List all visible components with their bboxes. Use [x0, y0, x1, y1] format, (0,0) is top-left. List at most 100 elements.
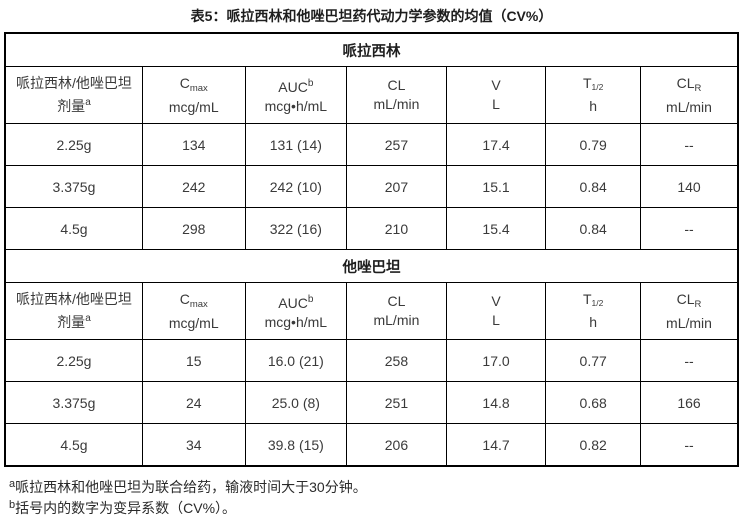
dose-cell: 2.25g: [4, 123, 143, 166]
col-header-dose-line2: 剂量: [57, 98, 86, 114]
v-cell: 14.8: [445, 381, 547, 424]
col-header-clr-symbol: CL: [676, 74, 695, 91]
col-header-clr-unit: mL/min: [666, 314, 712, 331]
v-cell: 17.0: [445, 339, 547, 382]
clr-cell: --: [639, 123, 739, 166]
cmax-cell: 242: [141, 165, 246, 208]
auc-cell: 39.8 (15): [244, 423, 348, 467]
col-header-cl-unit: mL/min: [373, 312, 420, 328]
table-row: 3.375g 24 25.0 (8) 251 14.8 0.68 166: [4, 381, 739, 424]
col-header-dose: 哌拉西林/他唑巴坦 剂量a: [4, 282, 143, 340]
footnote-ref-a: a: [85, 97, 91, 108]
clr-cell: --: [639, 339, 739, 382]
table-row: 4.5g 34 39.8 (15) 206 14.7 0.82 --: [4, 423, 739, 467]
pk-parameters-table: 哌拉西林 哌拉西林/他唑巴坦 剂量a Cmax mcg/mL AUCb mcg•…: [4, 32, 739, 467]
auc-cell: 131 (14): [244, 123, 348, 166]
col-header-v-symbol: V: [491, 293, 501, 309]
col-header-cl-symbol: CL: [387, 77, 406, 93]
dose-cell: 3.375g: [4, 381, 143, 424]
col-header-cl-symbol: CL: [387, 293, 406, 309]
col-header-clr-subscript: R: [694, 82, 702, 94]
cmax-cell: 34: [141, 423, 246, 467]
col-header-cmax-symbol: C: [179, 74, 190, 91]
col-header-cl: CL mL/min: [346, 282, 447, 340]
cmax-cell: 24: [141, 381, 246, 424]
table-row: 哌拉西林/他唑巴坦 剂量a Cmax mcg/mL AUCb mcg•h/mL …: [4, 66, 739, 124]
clr-cell: --: [639, 207, 739, 250]
col-header-t-half-symbol: T: [582, 75, 592, 91]
cmax-cell: 134: [141, 123, 246, 166]
col-header-t-half-unit: h: [589, 98, 598, 114]
footnote-b-text: 括号内的数字为变异系数（CV%）。: [15, 500, 237, 516]
col-header-clr-subscript: R: [694, 298, 702, 310]
dose-cell: 4.5g: [4, 207, 143, 250]
table-row: 4.5g 298 322 (16) 210 15.4 0.84 --: [4, 207, 739, 250]
auc-cell: 242 (10): [244, 165, 348, 208]
footnote-a-text: 哌拉西林和他唑巴坦为联合给药，输液时间大于30分钟。: [15, 479, 367, 495]
col-header-t-half: T1/2 h: [545, 66, 641, 124]
col-header-v: V L: [445, 66, 547, 124]
col-header-t-half: T1/2 h: [545, 282, 641, 340]
footnote-a-marker: a: [9, 478, 16, 490]
footnote-b: b括号内的数字为变异系数（CV%）。: [9, 496, 737, 517]
col-header-dose-line2: 剂量: [57, 314, 86, 330]
footnote-ref-b: b: [307, 78, 314, 89]
col-header-cl: CL mL/min: [346, 66, 447, 124]
col-header-dose-line1: 哌拉西林/他唑巴坦: [16, 291, 132, 307]
table-row: 他唑巴坦: [4, 249, 739, 283]
clr-cell: --: [639, 423, 739, 467]
table-row: 哌拉西林/他唑巴坦 剂量a Cmax mcg/mL AUCb mcg•h/mL …: [4, 282, 739, 340]
section-header-tazobactam: 他唑巴坦: [4, 249, 739, 283]
v-cell: 14.7: [445, 423, 547, 467]
cl-cell: 257: [346, 123, 447, 166]
cmax-cell: 15: [141, 339, 246, 382]
t-half-cell: 0.82: [545, 423, 641, 467]
col-header-cmax: Cmax mcg/mL: [141, 66, 246, 124]
col-header-v-unit: L: [492, 312, 500, 328]
col-header-auc-symbol: AUC: [278, 79, 308, 95]
col-header-auc: AUCb mcg•h/mL: [244, 282, 348, 340]
dose-cell: 4.5g: [4, 423, 143, 467]
table-row: 哌拉西林: [4, 32, 739, 67]
col-header-clr-symbol: CL: [676, 290, 695, 307]
footnotes: a哌拉西林和他唑巴坦为联合给药，输液时间大于30分钟。 b括号内的数字为变异系数…: [4, 467, 739, 517]
v-cell: 15.1: [445, 165, 547, 208]
t-half-cell: 0.84: [545, 207, 641, 250]
col-header-cmax-subscript: max: [189, 82, 208, 94]
footnote-a: a哌拉西林和他唑巴坦为联合给药，输液时间大于30分钟。: [9, 475, 737, 496]
col-header-cmax-unit: mcg/mL: [168, 314, 219, 331]
auc-cell: 25.0 (8): [244, 381, 348, 424]
cl-cell: 207: [346, 165, 447, 208]
col-header-dose: 哌拉西林/他唑巴坦 剂量a: [4, 66, 143, 124]
col-header-cmax: Cmax mcg/mL: [141, 282, 246, 340]
col-header-t-half-symbol: T: [582, 291, 592, 307]
auc-cell: 322 (16): [244, 207, 348, 250]
table-title: 表5：哌拉西林和他唑巴坦药代动力学参数的均值（CV%）: [190, 8, 553, 24]
col-header-clr: CLR mL/min: [639, 282, 739, 340]
col-header-v-symbol: V: [491, 77, 501, 93]
footnote-ref-a: a: [85, 313, 91, 324]
col-header-auc-symbol: AUC: [278, 295, 308, 311]
col-header-auc: AUCb mcg•h/mL: [244, 66, 348, 124]
t-half-cell: 0.68: [545, 381, 641, 424]
col-header-cmax-subscript: max: [189, 298, 208, 310]
footnote-ref-b: b: [307, 294, 314, 305]
table-row: 2.25g 15 16.0 (21) 258 17.0 0.77 --: [4, 339, 739, 382]
col-header-t-half-subscript: 1/2: [591, 82, 604, 92]
col-header-auc-unit: mcg•h/mL: [264, 98, 328, 114]
t-half-cell: 0.79: [545, 123, 641, 166]
col-header-cmax-unit: mcg/mL: [168, 98, 219, 115]
footnote-b-marker: b: [9, 499, 16, 511]
auc-cell: 16.0 (21): [244, 339, 348, 382]
cl-cell: 251: [346, 381, 447, 424]
clr-cell: 140: [639, 165, 739, 208]
table-row: 2.25g 134 131 (14) 257 17.4 0.79 --: [4, 123, 739, 166]
v-cell: 17.4: [445, 123, 547, 166]
col-header-v: V L: [445, 282, 547, 340]
col-header-clr: CLR mL/min: [639, 66, 739, 124]
col-header-clr-unit: mL/min: [666, 98, 712, 115]
section-header-piperacillin: 哌拉西林: [4, 32, 739, 67]
clr-cell: 166: [639, 381, 739, 424]
col-header-cmax-symbol: C: [179, 290, 190, 307]
